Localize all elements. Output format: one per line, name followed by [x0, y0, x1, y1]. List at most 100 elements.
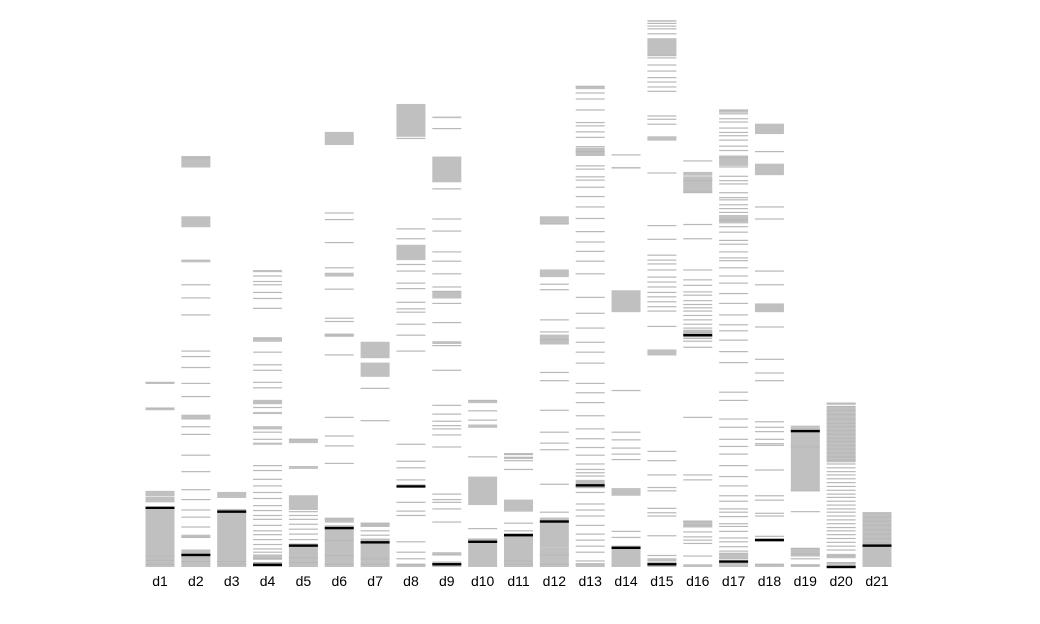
bar-line: [181, 556, 211, 558]
bar-line: [575, 509, 605, 511]
bar-d19: [790, 425, 820, 567]
bar-line: [826, 422, 856, 425]
bar-line: [539, 283, 569, 285]
bar-line: [647, 254, 677, 256]
bar-line: [575, 341, 605, 343]
bar-line: [719, 302, 749, 305]
bar-line: [432, 446, 462, 448]
bar-d8: [396, 103, 426, 567]
bar-line: [575, 231, 605, 233]
bar-line: [826, 409, 856, 411]
bar-span: [826, 562, 856, 565]
bar-span: [253, 399, 283, 405]
bar-span: [611, 488, 641, 496]
bar-line: [504, 460, 533, 462]
bar-line: [719, 523, 749, 525]
bar-line: [253, 491, 283, 494]
bar-line: [324, 518, 354, 520]
bar-line: [754, 218, 784, 220]
bar-line: [719, 204, 749, 206]
bar-marker: [647, 563, 677, 566]
bar-line: [324, 267, 354, 269]
bar-line: [575, 217, 605, 220]
bar-line: [504, 468, 533, 471]
bar-line: [826, 405, 856, 408]
bar-span: [683, 171, 713, 176]
bar-line: [539, 511, 569, 513]
bar-line: [826, 433, 856, 435]
bar-line: [575, 382, 605, 385]
bar-line: [324, 435, 354, 437]
bar-line: [826, 537, 856, 540]
bar-line: [683, 524, 713, 526]
bar-line: [575, 273, 605, 275]
bar-line: [432, 321, 462, 324]
bar-marker: [181, 553, 211, 557]
bar-line: [719, 211, 749, 214]
bar-line: [719, 445, 749, 448]
bar-line: [181, 395, 211, 398]
bar-line: [324, 354, 354, 356]
bar-span: [288, 495, 318, 511]
bar-line: [754, 421, 784, 423]
bar-line: [647, 486, 677, 489]
bar-line: [253, 557, 283, 559]
bar-d10: [468, 399, 498, 567]
bar-line: [253, 562, 283, 564]
x-tick-label-d17: d17: [722, 573, 746, 589]
bar-line: [826, 448, 856, 450]
bar-line: [683, 284, 713, 286]
bar-line: [647, 77, 677, 79]
bar-line: [288, 528, 318, 530]
bar-span: [360, 341, 390, 359]
bar-line: [683, 180, 713, 182]
bar-line: [253, 539, 283, 541]
bar-line: [396, 558, 426, 560]
bar-d17: [719, 109, 749, 567]
x-tick-label-d15: d15: [650, 573, 674, 589]
bar-line: [754, 512, 784, 514]
bar-span: [468, 400, 498, 404]
bar-line: [217, 563, 247, 565]
bar-line: [181, 560, 211, 563]
bar-line: [719, 399, 749, 402]
bar-line: [754, 499, 784, 501]
bar-line: [253, 518, 283, 520]
bar-line: [647, 535, 677, 537]
bar-line: [754, 563, 784, 565]
bar-line: [719, 453, 749, 455]
bar-line: [575, 392, 605, 394]
bar-line: [826, 500, 856, 502]
bar-line: [826, 459, 856, 461]
bar-line: [826, 482, 856, 484]
bar-line: [719, 183, 749, 185]
bar-line: [826, 471, 856, 473]
bar-line: [790, 511, 820, 513]
bar-line: [575, 491, 605, 494]
bar-line: [754, 284, 784, 286]
bar-d18: [754, 123, 784, 567]
bar-line: [647, 22, 677, 24]
bar-line: [253, 524, 283, 526]
x-tick-label-d11: d11: [507, 573, 530, 589]
bar-line: [539, 223, 569, 225]
bar-span: [647, 38, 677, 57]
bar-line: [826, 437, 856, 439]
bar-line: [575, 362, 605, 364]
bar-span: [181, 549, 211, 555]
bar-line: [719, 219, 749, 221]
bar-span: [575, 479, 605, 486]
bar-span: [181, 216, 211, 228]
bar-span: [539, 518, 569, 522]
bar-line: [324, 540, 354, 542]
bar-line: [719, 113, 749, 115]
bar-line: [539, 554, 569, 556]
bar-line: [575, 165, 605, 167]
bar-span: [145, 408, 175, 411]
bar-line: [719, 541, 749, 543]
bar-line: [181, 297, 211, 299]
bar-line: [575, 195, 605, 198]
bar-d2: [181, 156, 211, 567]
bar-line: [181, 454, 211, 456]
bar-span: [790, 548, 820, 557]
